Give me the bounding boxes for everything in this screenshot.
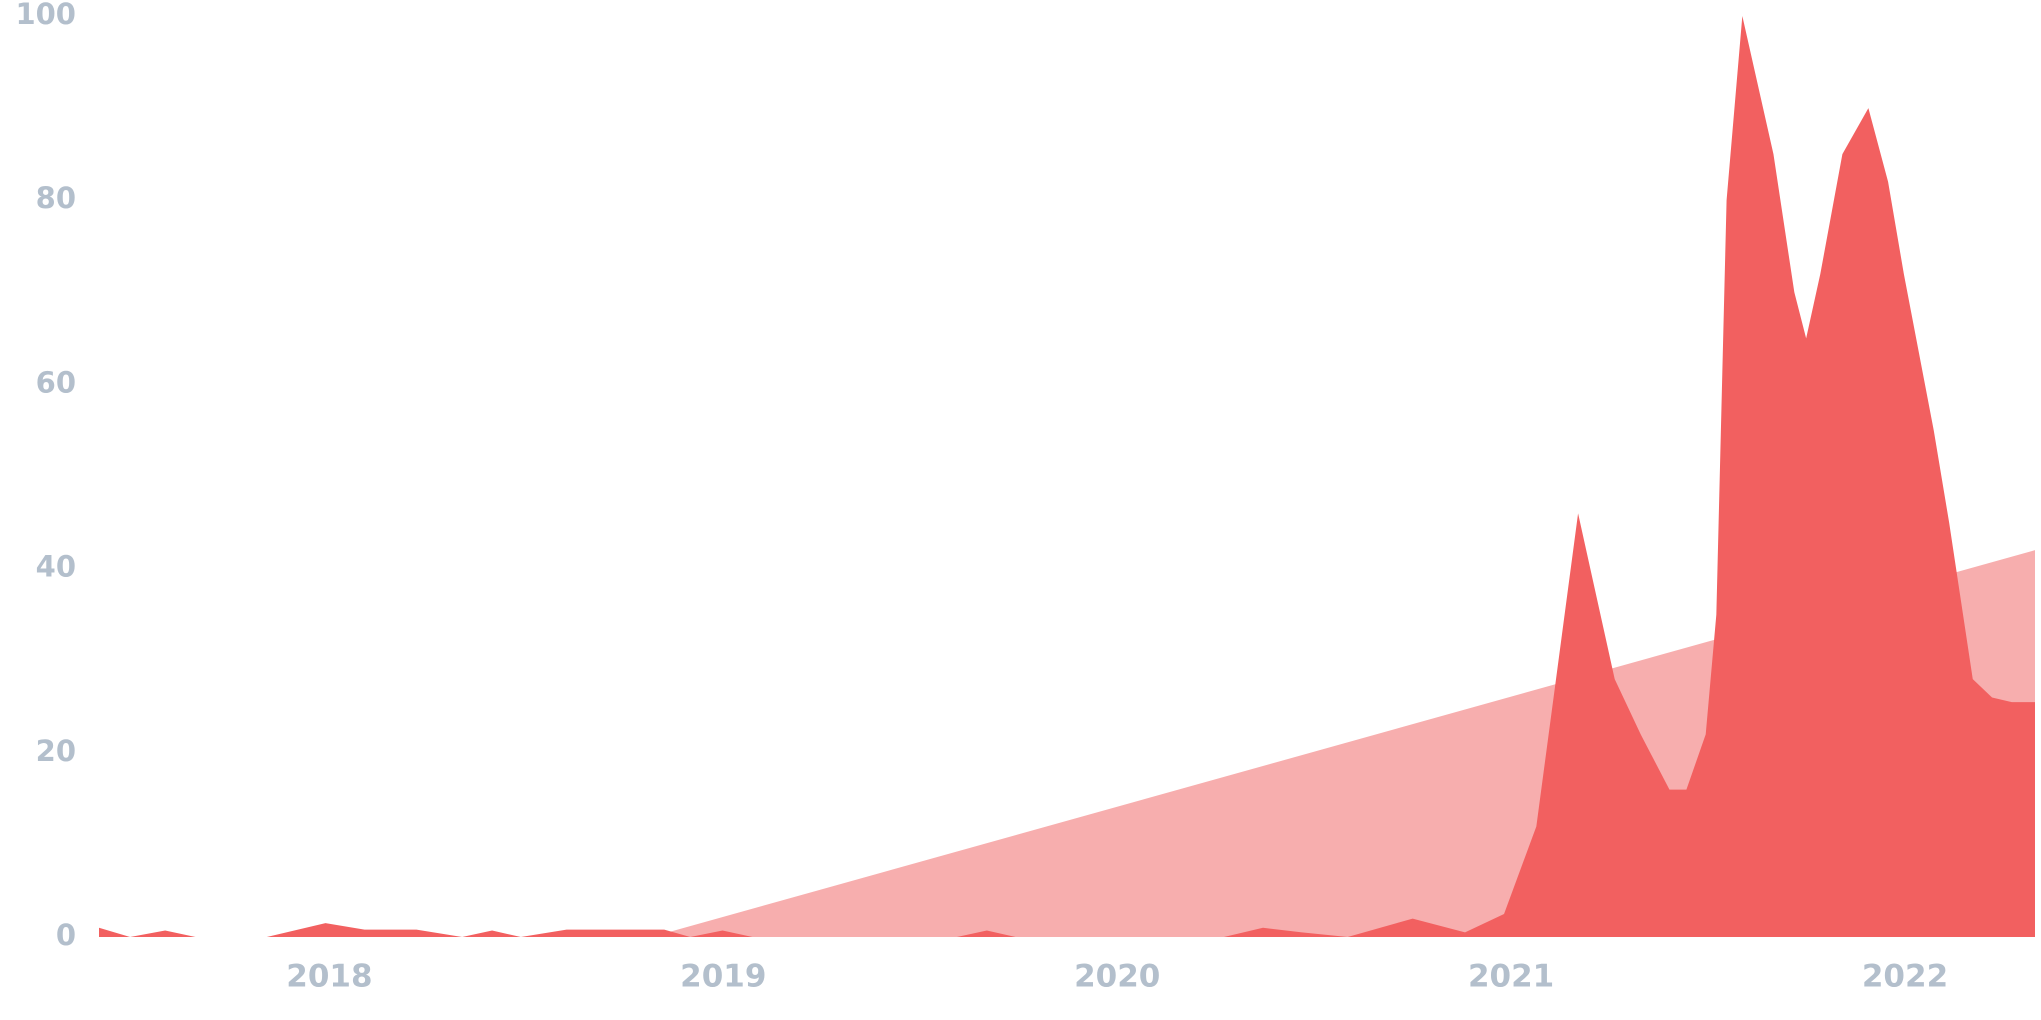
x-tick-label: 2021 [1468, 959, 1554, 995]
y-tick-label: 100 [15, 0, 76, 31]
y-tick-label: 0 [56, 918, 76, 952]
y-tick-label: 60 [36, 365, 76, 399]
x-tick-label: 2019 [680, 959, 766, 995]
y-tick-label: 20 [36, 734, 76, 768]
x-tick-label: 2022 [1862, 959, 1948, 995]
area [99, 16, 2035, 937]
x-tick-label: 2020 [1074, 959, 1160, 995]
y-tick-label: 80 [36, 181, 76, 215]
x-tick-label: 2018 [286, 959, 372, 995]
y-tick-label: 40 [36, 550, 76, 584]
